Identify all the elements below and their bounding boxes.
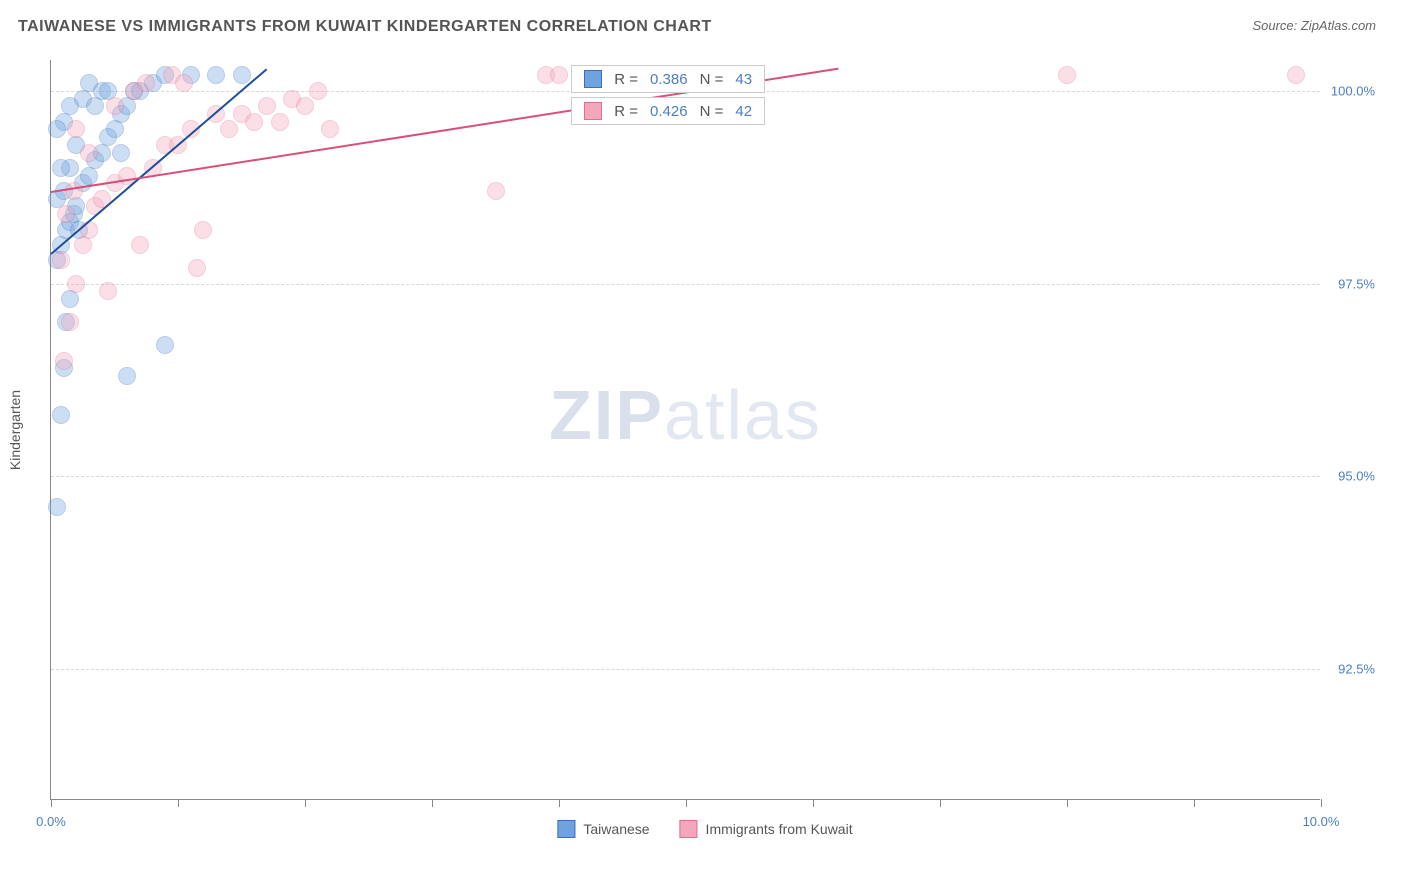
stat-r-label: R = bbox=[614, 71, 638, 88]
scatter-point bbox=[74, 236, 92, 254]
x-tick bbox=[1321, 799, 1322, 807]
scatter-point bbox=[57, 205, 75, 223]
x-tick bbox=[813, 799, 814, 807]
scatter-point bbox=[131, 236, 149, 254]
x-tick-label: 10.0% bbox=[1303, 814, 1340, 829]
x-tick-label: 0.0% bbox=[36, 814, 66, 829]
stat-r-value: 0.426 bbox=[650, 103, 688, 120]
scatter-point bbox=[309, 82, 327, 100]
scatter-point bbox=[52, 251, 70, 269]
y-tick-label: 100.0% bbox=[1331, 83, 1375, 98]
scatter-point bbox=[80, 221, 98, 239]
stat-n-value: 43 bbox=[735, 71, 752, 88]
x-tick bbox=[178, 799, 179, 807]
scatter-point bbox=[106, 120, 124, 138]
scatter-point bbox=[271, 113, 289, 131]
chart-title: TAIWANESE VS IMMIGRANTS FROM KUWAIT KIND… bbox=[18, 18, 712, 36]
gridline bbox=[51, 284, 1320, 285]
stat-n-value: 42 bbox=[735, 103, 752, 120]
scatter-point bbox=[233, 66, 251, 84]
scatter-point bbox=[194, 221, 212, 239]
scatter-point bbox=[106, 97, 124, 115]
legend-item-taiwanese: Taiwanese bbox=[557, 820, 649, 838]
legend-label: Taiwanese bbox=[583, 821, 649, 837]
x-tick bbox=[51, 799, 52, 807]
swatch-icon bbox=[680, 820, 698, 838]
scatter-point bbox=[65, 182, 83, 200]
scatter-point bbox=[52, 406, 70, 424]
scatter-point bbox=[99, 282, 117, 300]
scatter-point bbox=[55, 352, 73, 370]
scatter-point bbox=[80, 144, 98, 162]
x-tick bbox=[305, 799, 306, 807]
swatch-icon bbox=[584, 70, 602, 88]
scatter-point bbox=[52, 159, 70, 177]
scatter-point bbox=[188, 259, 206, 277]
chart-container: Kindergarten ZIPatlas 92.5%95.0%97.5%100… bbox=[50, 60, 1360, 800]
legend-item-kuwait: Immigrants from Kuwait bbox=[680, 820, 853, 838]
scatter-point bbox=[175, 74, 193, 92]
stat-r-label: R = bbox=[614, 103, 638, 120]
y-tick-label: 92.5% bbox=[1338, 661, 1375, 676]
stat-r-value: 0.386 bbox=[650, 71, 688, 88]
scatter-point bbox=[207, 66, 225, 84]
stats-box: R = 0.386 N = 43 bbox=[571, 65, 765, 93]
source-credit: Source: ZipAtlas.com bbox=[1252, 18, 1376, 33]
scatter-point bbox=[137, 74, 155, 92]
scatter-point bbox=[61, 313, 79, 331]
scatter-point bbox=[156, 336, 174, 354]
watermark: ZIPatlas bbox=[549, 375, 822, 455]
swatch-icon bbox=[557, 820, 575, 838]
scatter-point bbox=[112, 144, 130, 162]
scatter-point bbox=[296, 97, 314, 115]
scatter-point bbox=[1287, 66, 1305, 84]
scatter-point bbox=[321, 120, 339, 138]
scatter-point bbox=[67, 120, 85, 138]
y-tick-label: 97.5% bbox=[1338, 276, 1375, 291]
x-tick bbox=[1194, 799, 1195, 807]
x-tick bbox=[1067, 799, 1068, 807]
scatter-point bbox=[487, 182, 505, 200]
scatter-point bbox=[61, 97, 79, 115]
gridline bbox=[51, 476, 1320, 477]
scatter-point bbox=[220, 120, 238, 138]
scatter-point bbox=[86, 97, 104, 115]
stat-n-label: N = bbox=[700, 71, 724, 88]
scatter-point bbox=[118, 367, 136, 385]
stats-box: R = 0.426 N = 42 bbox=[571, 97, 765, 125]
scatter-point bbox=[48, 498, 66, 516]
gridline bbox=[51, 669, 1320, 670]
scatter-point bbox=[258, 97, 276, 115]
scatter-point bbox=[550, 66, 568, 84]
swatch-icon bbox=[584, 102, 602, 120]
y-axis-title: Kindergarten bbox=[7, 390, 23, 470]
scatter-point bbox=[80, 167, 98, 185]
x-tick bbox=[559, 799, 560, 807]
legend-label: Immigrants from Kuwait bbox=[706, 821, 853, 837]
legend: Taiwanese Immigrants from Kuwait bbox=[557, 820, 852, 838]
y-tick-label: 95.0% bbox=[1338, 469, 1375, 484]
x-tick bbox=[686, 799, 687, 807]
plot-area: ZIPatlas 92.5%95.0%97.5%100.0%0.0%10.0%R… bbox=[50, 60, 1320, 800]
scatter-point bbox=[1058, 66, 1076, 84]
stat-n-label: N = bbox=[700, 103, 724, 120]
x-tick bbox=[940, 799, 941, 807]
scatter-point bbox=[61, 290, 79, 308]
scatter-point bbox=[245, 113, 263, 131]
x-tick bbox=[432, 799, 433, 807]
scatter-point bbox=[67, 275, 85, 293]
scatter-point bbox=[48, 120, 66, 138]
